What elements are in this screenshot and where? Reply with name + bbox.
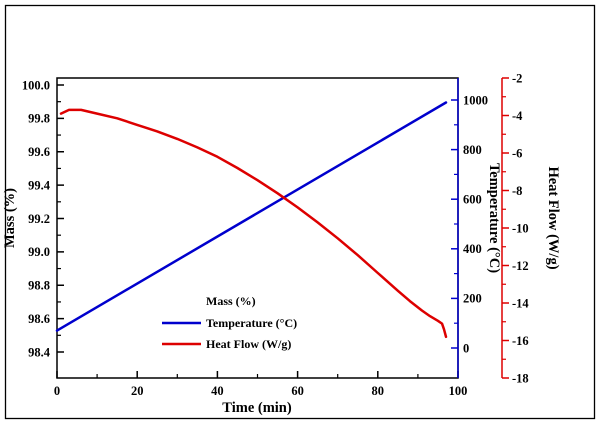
heat-flow-axis-tick-label: -2 [512, 71, 522, 85]
legend-label-temperature: Temperature (°C) [206, 316, 297, 330]
plot-frame [56, 77, 459, 379]
temperature-axis-tick-label: 600 [463, 193, 482, 207]
heat-flow-axis-tick-label: -14 [512, 296, 529, 310]
x-axis-tick-label: 20 [131, 384, 144, 398]
left-axis-tick-label: 99.2 [28, 212, 50, 226]
heat-flow-axis-tick-label: -16 [512, 334, 529, 348]
temperature-axis-title: Temperature (°C) [486, 163, 502, 273]
left-axis-tick-label: 98.6 [28, 312, 50, 326]
left-axis-tick-label: 98.8 [28, 279, 50, 293]
left-axis-tick-label: 99.0 [28, 245, 50, 259]
heat-flow-axis-tick-label: -10 [512, 221, 529, 235]
temperature-axis-tick-label: 0 [463, 341, 469, 355]
heat-flow-axis-title: Heat Flow (W/g) [545, 166, 561, 269]
heat-flow-axis-tick-label: -8 [512, 184, 522, 198]
generated-chart-elements: 0 20 40 60 80 100 100.0 99.8 99.6 99.4 99.2 99.0 98.… [22, 71, 530, 398]
legend-label-mass: Mass (%) [206, 294, 256, 308]
temperature-axis-tick-label: 200 [463, 292, 482, 306]
left-y-axis-title: Mass (%) [2, 188, 18, 248]
temperature-axis-tick-label: 800 [463, 143, 482, 157]
x-axis-tick-label: 0 [54, 384, 60, 398]
heat-flow-axis-tick-label: -6 [512, 146, 522, 160]
temperature-axis-tick-label: 1000 [463, 93, 488, 107]
left-axis-tick-label: 99.8 [28, 112, 50, 126]
left-axis-tick-label: 99.6 [28, 145, 50, 159]
x-axis-title: Time (min) [222, 400, 292, 416]
x-axis-tick-label: 60 [291, 384, 304, 398]
legend: Mass (%) Temperature (°C) Heat Flow (W/g… [162, 294, 297, 351]
heat-flow-axis-tick-label: -18 [512, 371, 529, 385]
heat-flow-line [59, 108, 448, 339]
heat-flow-axis-tick-label: -12 [512, 259, 529, 273]
x-axis-tick-label: 100 [449, 384, 468, 398]
temperature-axis-tick-label: 400 [463, 242, 482, 256]
legend-label-heat-flow: Heat Flow (W/g) [206, 337, 291, 351]
x-axis-tick-label: 80 [372, 384, 385, 398]
temperature-line [55, 101, 448, 332]
figure-border [4, 4, 596, 420]
left-axis-tick-label: 98.4 [28, 345, 51, 359]
left-axis-tick-label: 100.0 [22, 78, 50, 92]
heat-flow-axis-tick-label: -4 [512, 109, 523, 123]
left-axis-tick-label: 99.4 [28, 178, 51, 192]
x-axis-tick-label: 40 [211, 384, 224, 398]
